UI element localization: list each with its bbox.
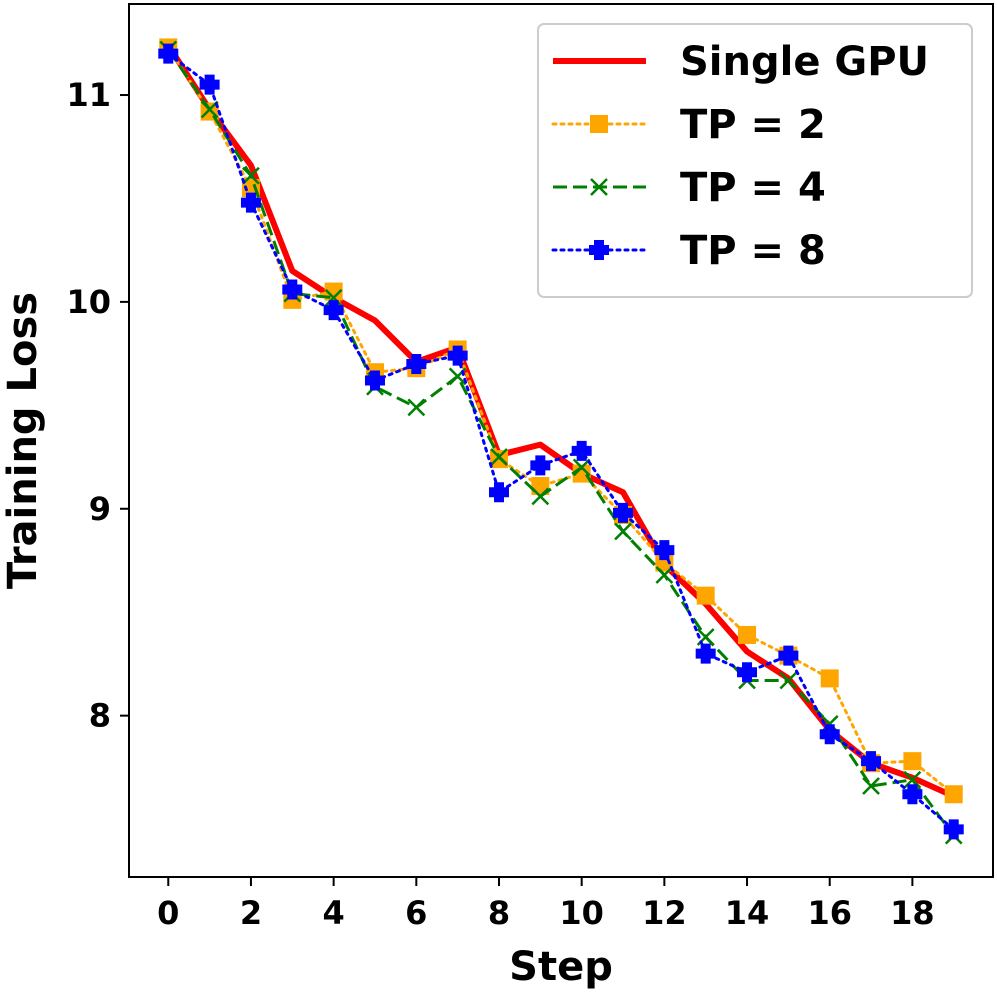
data-point xyxy=(862,777,880,795)
data-point xyxy=(571,440,592,461)
x-tick-label: 4 xyxy=(322,894,344,932)
data-point xyxy=(778,645,799,666)
legend-marker xyxy=(589,240,609,260)
y-axis-label: Training Loss xyxy=(0,292,46,589)
x-tick-label: 10 xyxy=(559,894,604,932)
x-tick-label: 0 xyxy=(157,894,179,932)
legend-label: TP = 2 xyxy=(680,102,826,148)
data-point xyxy=(613,502,634,523)
x-tick-label: 6 xyxy=(405,894,427,932)
data-point xyxy=(158,43,179,64)
legend-marker xyxy=(590,115,608,133)
data-point xyxy=(819,724,840,745)
data-point xyxy=(903,770,922,789)
data-point xyxy=(199,74,220,95)
legend-item-tp-4: TP = 4 xyxy=(553,165,826,211)
legend-marker xyxy=(590,178,608,196)
data-point xyxy=(943,819,964,840)
data-point xyxy=(240,192,261,213)
plot-frame xyxy=(128,3,994,878)
y-tick-label: 9 xyxy=(89,490,111,528)
y-tick-label: 10 xyxy=(66,283,111,321)
x-tick-label: 8 xyxy=(488,894,510,932)
legend-label: TP = 4 xyxy=(680,165,826,211)
x-tick-label: 2 xyxy=(240,894,262,932)
legend-item-tp-8: TP = 8 xyxy=(551,228,826,274)
series-tp-8 xyxy=(158,43,964,840)
x-axis: 0 2 4 6 8 10 12 14 16 18 xyxy=(157,877,935,932)
data-point xyxy=(779,671,798,690)
data-point xyxy=(820,715,839,733)
data-point xyxy=(738,625,757,644)
x-tick-label: 16 xyxy=(807,894,852,932)
data-point xyxy=(406,353,427,374)
legend-label: Single GPU xyxy=(680,39,929,85)
y-tick-label: 11 xyxy=(66,76,111,114)
data-point xyxy=(531,487,550,506)
legend-box xyxy=(537,23,973,298)
x-axis-label: Step xyxy=(509,944,613,990)
y-axis: 8 9 10 11 xyxy=(66,76,129,735)
y-tick-label: 8 xyxy=(89,697,111,735)
data-point xyxy=(324,288,343,307)
data-point xyxy=(282,279,303,300)
data-point xyxy=(407,398,426,417)
data-point xyxy=(447,345,468,366)
data-point xyxy=(530,455,551,476)
series-layer xyxy=(158,38,964,845)
data-point xyxy=(696,586,715,605)
data-point xyxy=(488,482,509,503)
data-point xyxy=(737,662,758,683)
legend-item-single-gpu: Single GPU xyxy=(553,39,929,85)
data-point xyxy=(242,166,260,185)
data-point xyxy=(614,522,632,541)
data-point xyxy=(654,540,675,561)
data-point xyxy=(695,643,716,664)
data-point xyxy=(944,785,963,804)
x-tick-label: 14 xyxy=(725,894,770,932)
data-point xyxy=(572,458,591,477)
legend: Single GPU TP = 2 TP = 4 TP = 8 xyxy=(537,23,973,298)
data-point xyxy=(861,751,882,772)
data-point xyxy=(490,448,508,466)
data-point xyxy=(902,784,923,805)
data-point xyxy=(820,669,839,688)
x-tick-label: 12 xyxy=(642,894,687,932)
data-point xyxy=(323,300,344,321)
data-point xyxy=(655,566,674,584)
data-point xyxy=(364,370,385,391)
data-point xyxy=(903,752,922,771)
legend-label: TP = 8 xyxy=(680,228,826,274)
x-tick-label: 18 xyxy=(890,894,935,932)
legend-item-tp-2: TP = 2 xyxy=(551,102,826,148)
